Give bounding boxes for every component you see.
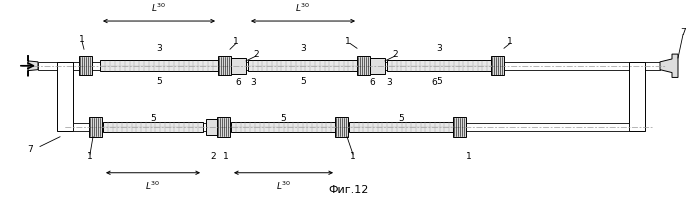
Bar: [100, 60, 218, 71]
Text: 3: 3: [250, 78, 256, 87]
Bar: [38, 62, 660, 70]
Text: 1: 1: [345, 37, 351, 46]
Bar: [248, 60, 358, 71]
Bar: [89, 117, 101, 137]
Bar: [217, 56, 231, 75]
Text: 5: 5: [280, 114, 287, 123]
Text: 6: 6: [431, 78, 438, 87]
Text: $L^{30}$: $L^{30}$: [145, 179, 161, 192]
Bar: [335, 117, 347, 137]
Bar: [387, 60, 492, 71]
Text: 2: 2: [392, 50, 398, 59]
Bar: [629, 62, 645, 131]
Text: 1: 1: [79, 35, 85, 44]
Bar: [78, 56, 92, 75]
Bar: [73, 123, 629, 131]
Bar: [231, 58, 245, 74]
Polygon shape: [660, 54, 678, 77]
Text: $L^{30}$: $L^{30}$: [276, 179, 291, 192]
Text: 1: 1: [233, 37, 239, 46]
Text: $L^{30}$: $L^{30}$: [296, 2, 310, 14]
Text: 6: 6: [235, 78, 241, 87]
Text: 3: 3: [156, 44, 162, 53]
Text: 1: 1: [223, 152, 229, 161]
Bar: [103, 122, 203, 132]
Text: 2: 2: [210, 152, 216, 161]
Bar: [217, 117, 229, 137]
Text: 2: 2: [253, 50, 259, 59]
Bar: [231, 122, 336, 132]
Bar: [370, 58, 384, 74]
Text: 1: 1: [507, 37, 513, 46]
Text: 5: 5: [398, 114, 405, 123]
Bar: [452, 117, 466, 137]
Bar: [206, 119, 220, 135]
Text: 3: 3: [386, 78, 392, 87]
Text: 3: 3: [437, 44, 442, 53]
Text: 1: 1: [466, 152, 472, 161]
Text: 5: 5: [156, 77, 162, 86]
Bar: [491, 56, 503, 75]
Text: 7: 7: [27, 145, 33, 154]
Text: Фиг.12: Фиг.12: [329, 185, 369, 195]
Text: 7: 7: [680, 28, 686, 37]
Polygon shape: [28, 55, 38, 76]
Bar: [356, 56, 370, 75]
Text: $L^{30}$: $L^{30}$: [152, 2, 166, 14]
Text: 5: 5: [150, 114, 156, 123]
Bar: [349, 122, 454, 132]
Text: 1: 1: [350, 152, 356, 161]
Bar: [57, 62, 73, 131]
Text: 3: 3: [300, 44, 306, 53]
Text: 5: 5: [300, 77, 306, 86]
Text: 5: 5: [437, 77, 442, 86]
Text: 1: 1: [87, 152, 93, 161]
Text: 6: 6: [369, 78, 375, 87]
